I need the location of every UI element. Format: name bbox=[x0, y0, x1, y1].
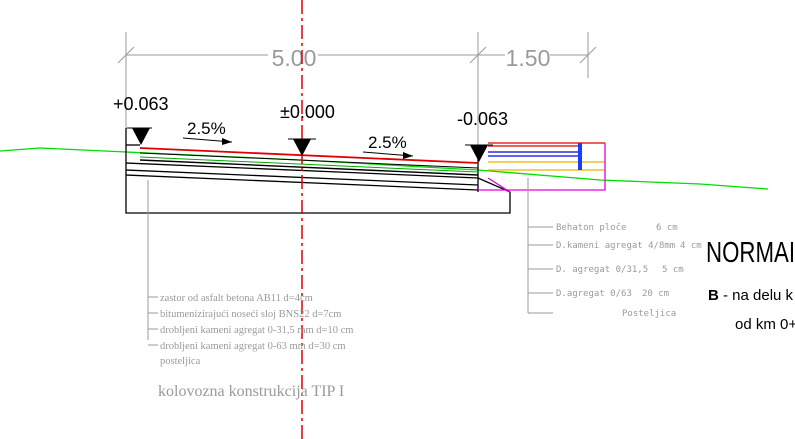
paver-base-label: Posteljica bbox=[622, 309, 676, 319]
dark-base-line bbox=[139, 159, 479, 176]
paver-layer-thickness: 6 cm bbox=[656, 223, 678, 233]
paver-layer-name: D. agregat 0/31,5 bbox=[556, 265, 648, 275]
terrain-line bbox=[0, 147, 769, 190]
section-title-line2: od km 0+ bbox=[735, 316, 795, 333]
road-layer-leaders bbox=[147, 180, 158, 346]
elevation-right-label: -0.063 bbox=[457, 109, 508, 129]
road-layer-item: posteljica bbox=[160, 356, 201, 367]
green-layer-line bbox=[139, 156, 479, 173]
road-layer-item: zastor od asfalt betona AB11 d=4cm bbox=[160, 293, 313, 304]
elevation-marker-left-icon bbox=[132, 128, 150, 145]
section-title-line1-bold: B bbox=[708, 287, 719, 304]
slope-left-arrowhead-icon bbox=[222, 138, 232, 145]
section-title-line1: B - na delu k bbox=[708, 287, 794, 304]
slope-left-label: 2.5% bbox=[187, 119, 226, 138]
paver-layer-name: D.kameni agregat 4/8mm bbox=[556, 241, 675, 251]
dimension-tick-left bbox=[117, 46, 135, 64]
paver-layer-name: Behaton ploče bbox=[556, 222, 626, 233]
paver-layer-thickness: 4 cm bbox=[680, 241, 702, 251]
paver-layer-name: D.agregat 0/63 bbox=[556, 289, 632, 299]
dimension-lines bbox=[117, 32, 597, 145]
dimension-tick-mid bbox=[469, 46, 487, 64]
paver-edge-curb bbox=[578, 143, 582, 170]
elevation-marker-right-icon bbox=[470, 145, 488, 162]
dimension-total-width: 5.00 bbox=[272, 45, 317, 71]
section-title-line1-rest: - na delu k bbox=[719, 287, 794, 304]
asphalt-under bbox=[139, 152, 479, 169]
asphalt-surface bbox=[139, 147, 479, 164]
elevation-marker-center-icon bbox=[293, 139, 311, 156]
paver-shoulder bbox=[478, 142, 606, 193]
dimension-shoulder-width: 1.50 bbox=[506, 45, 551, 71]
dimension-tick-right bbox=[579, 46, 597, 64]
road-layer-item: drobljeni kameni agregat 0-63 mm d=30 cm bbox=[160, 341, 346, 352]
slope-right-arrowhead-icon bbox=[403, 152, 413, 159]
road-structure-caption: kolovozna konstrukcija TIP I bbox=[158, 383, 344, 400]
elevation-center-label: ±0.000 bbox=[280, 102, 335, 122]
paver-layer-thickness: 5 cm bbox=[662, 265, 684, 275]
paver-layer-leaders bbox=[527, 178, 553, 314]
section-title-heading: NORMAI bbox=[706, 237, 795, 269]
elevation-left-label: +0.063 bbox=[113, 94, 169, 114]
road-layer-item: drobljeni kameni agregat 0-31,5 mm d=10 … bbox=[160, 325, 353, 336]
road-layer-item: bitumenizirajući noseći sloj BNS22 d=7cm bbox=[160, 309, 341, 320]
paver-layer-thickness: 20 cm bbox=[642, 289, 669, 299]
slope-right-label: 2.5% bbox=[368, 133, 407, 152]
